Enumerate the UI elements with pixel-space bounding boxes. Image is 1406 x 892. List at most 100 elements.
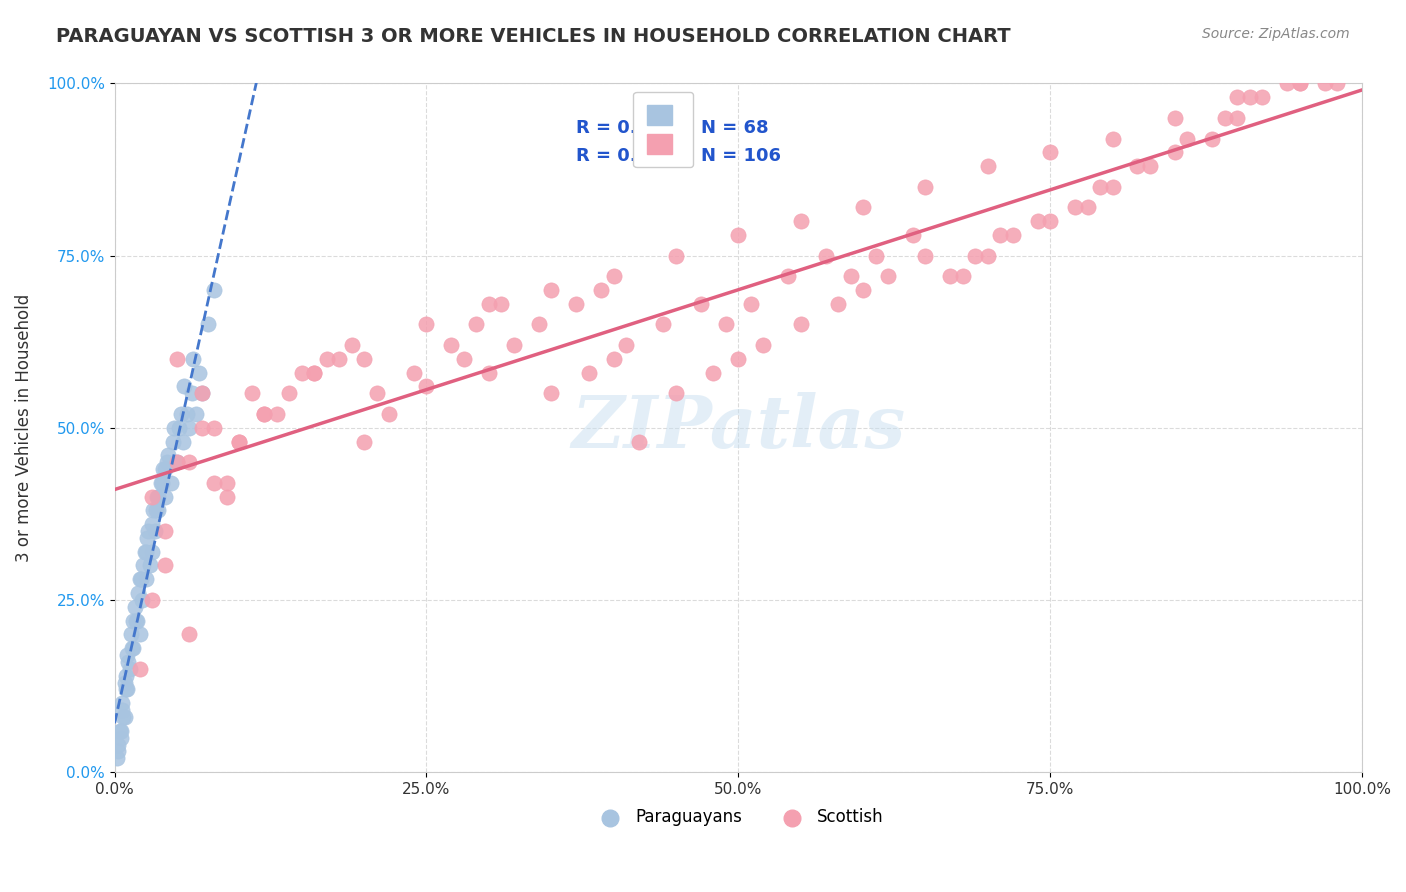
Point: [714, 318, 737, 332]
Point: [228, 434, 250, 449]
Point: [157, 448, 180, 462]
Point: [665, 386, 688, 401]
Point: [156, 455, 179, 469]
Text: R = 0.564: R = 0.564: [576, 147, 675, 165]
Point: [602, 269, 624, 284]
Point: [965, 249, 987, 263]
Point: [202, 475, 225, 490]
Point: [120, 627, 142, 641]
Point: [202, 283, 225, 297]
Point: [150, 475, 173, 490]
Point: [141, 490, 163, 504]
Point: [502, 338, 524, 352]
Point: [453, 351, 475, 366]
Point: [108, 723, 131, 738]
Point: [145, 503, 167, 517]
Point: [465, 318, 488, 332]
Text: N = 106: N = 106: [700, 147, 780, 165]
Point: [134, 544, 156, 558]
Point: [814, 249, 837, 263]
Point: [136, 531, 159, 545]
Point: [179, 627, 201, 641]
Point: [152, 462, 174, 476]
Point: [153, 490, 176, 504]
Point: [1001, 227, 1024, 242]
Point: [1326, 77, 1348, 91]
Point: [153, 524, 176, 538]
Point: [291, 366, 314, 380]
Point: [1039, 214, 1062, 228]
Point: [122, 614, 145, 628]
Point: [135, 572, 157, 586]
Point: [914, 179, 936, 194]
Point: [121, 641, 143, 656]
Point: [340, 338, 363, 352]
Point: [877, 269, 900, 284]
Point: [602, 351, 624, 366]
Point: [162, 434, 184, 449]
Point: [166, 455, 188, 469]
Point: [1251, 90, 1274, 104]
Point: [135, 544, 157, 558]
Point: [143, 524, 166, 538]
Point: [128, 572, 150, 586]
Point: [278, 386, 301, 401]
Point: [914, 249, 936, 263]
Point: [865, 249, 887, 263]
Point: [727, 351, 749, 366]
Point: [1077, 200, 1099, 214]
Point: [478, 297, 501, 311]
Point: [1213, 111, 1236, 125]
Point: [1101, 179, 1123, 194]
Point: [478, 366, 501, 380]
Point: [228, 434, 250, 449]
Text: PARAGUAYAN VS SCOTTISH 3 OR MORE VEHICLES IN HOUSEHOLD CORRELATION CHART: PARAGUAYAN VS SCOTTISH 3 OR MORE VEHICLE…: [56, 27, 1011, 45]
Point: [117, 655, 139, 669]
Point: [153, 558, 176, 573]
Point: [146, 490, 169, 504]
Point: [111, 703, 134, 717]
Point: [173, 379, 195, 393]
Point: [125, 614, 148, 628]
Point: [142, 503, 165, 517]
Point: [302, 366, 325, 380]
Point: [952, 269, 974, 284]
Point: [827, 297, 849, 311]
Point: [184, 407, 207, 421]
Point: [114, 675, 136, 690]
Point: [652, 318, 675, 332]
Point: [1275, 77, 1298, 91]
Point: [302, 366, 325, 380]
Point: [977, 249, 1000, 263]
Point: [148, 503, 170, 517]
Point: [328, 351, 350, 366]
Text: ZIPatlas: ZIPatlas: [571, 392, 905, 463]
Point: [181, 351, 204, 366]
Point: [353, 434, 375, 449]
Point: [191, 386, 214, 401]
Point: [627, 434, 650, 449]
Point: [901, 227, 924, 242]
Point: [128, 662, 150, 676]
Point: [727, 227, 749, 242]
Point: [153, 462, 176, 476]
Point: [1313, 77, 1336, 91]
Point: [702, 366, 724, 380]
Point: [149, 475, 172, 490]
Point: [591, 283, 613, 297]
Point: [315, 351, 337, 366]
Point: [1175, 131, 1198, 145]
Point: [789, 214, 811, 228]
Point: [169, 421, 191, 435]
Point: [141, 544, 163, 558]
Point: [1139, 159, 1161, 173]
Point: [440, 338, 463, 352]
Point: [939, 269, 962, 284]
Point: [402, 366, 425, 380]
Point: [129, 572, 152, 586]
Legend: Paraguayans, Scottish: Paraguayans, Scottish: [586, 801, 890, 832]
Point: [789, 318, 811, 332]
Point: [138, 558, 160, 573]
Point: [179, 455, 201, 469]
Point: [1164, 111, 1187, 125]
